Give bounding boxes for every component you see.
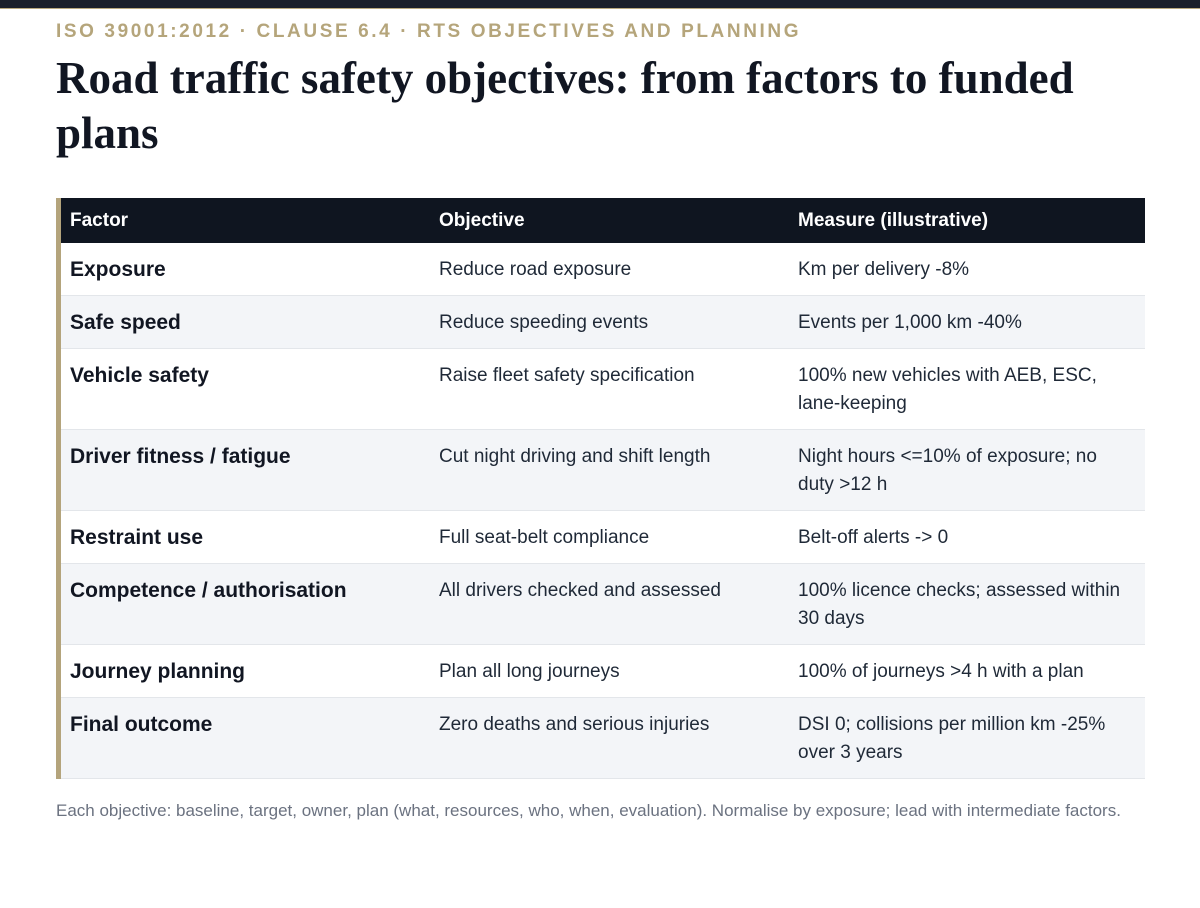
table-row: Restraint use Full seat-belt compliance … [61, 510, 1145, 564]
factor-cell: Restraint use [61, 510, 430, 564]
objective-cell: Reduce road exposure [430, 243, 789, 296]
table-row: Competence / authorisation All drivers c… [61, 563, 1145, 645]
objective-cell: Full seat-belt compliance [430, 510, 789, 564]
objective-cell: All drivers checked and assessed [430, 563, 789, 645]
objective-cell: Cut night driving and shift length [430, 429, 789, 511]
factor-cell: Competence / authorisation [61, 563, 430, 645]
objective-cell: Plan all long journeys [430, 644, 789, 698]
measure-cell: Night hours <=10% of exposure; no duty >… [789, 429, 1145, 511]
table-row: Journey planning Plan all long journeys … [61, 644, 1145, 698]
column-header-objective: Objective [439, 209, 525, 231]
factor-cell: Journey planning [61, 644, 430, 698]
footnote: Each objective: baseline, target, owner,… [56, 801, 1121, 820]
column-header-measure: Measure (illustrative) [798, 209, 989, 231]
measure-cell: Events per 1,000 km -40% [789, 295, 1145, 349]
factor-cell: Driver fitness / fatigue [61, 429, 430, 511]
objective-cell: Raise fleet safety specification [430, 348, 789, 430]
objective-cell: Zero deaths and serious injuries [430, 697, 789, 779]
factor-cell: Final outcome [61, 697, 430, 779]
clause-eyebrow: ISO 39001:2012 · CLAUSE 6.4 · RTS OBJECT… [56, 21, 802, 42]
factor-cell: Vehicle safety [61, 348, 430, 430]
measure-cell: Belt-off alerts -> 0 [789, 510, 1145, 564]
factor-cell: Safe speed [61, 295, 430, 349]
table-row: Vehicle safety Raise fleet safety specif… [61, 348, 1145, 430]
table-row: Final outcome Zero deaths and serious in… [61, 697, 1145, 779]
measure-cell: 100% licence checks; assessed within 30 … [789, 563, 1145, 645]
measure-cell: 100% new vehicles with AEB, ESC, lane-ke… [789, 348, 1145, 430]
page-title: Road traffic safety objectives: from fac… [56, 53, 1074, 158]
table-row: Driver fitness / fatigue Cut night drivi… [61, 429, 1145, 511]
top-rule [0, 0, 1200, 9]
factor-cell: Exposure [61, 243, 430, 296]
measure-cell: 100% of journeys >4 h with a plan [789, 644, 1145, 698]
objectives-table-container: Factor Objective Measure (illustrative) … [56, 198, 1145, 779]
objective-cell: Reduce speeding events [430, 295, 789, 349]
table-row: Exposure Reduce road exposure Km per del… [61, 243, 1145, 296]
measure-cell: Km per delivery -8% [789, 243, 1145, 296]
table-header-row: Factor Objective Measure (illustrative) [61, 198, 1145, 243]
table-row: Safe speed Reduce speeding events Events… [61, 295, 1145, 349]
measure-cell: DSI 0; collisions per million km -25% ov… [789, 697, 1145, 779]
objectives-table: Factor Objective Measure (illustrative) … [61, 198, 1145, 779]
column-header-factor: Factor [70, 209, 129, 231]
